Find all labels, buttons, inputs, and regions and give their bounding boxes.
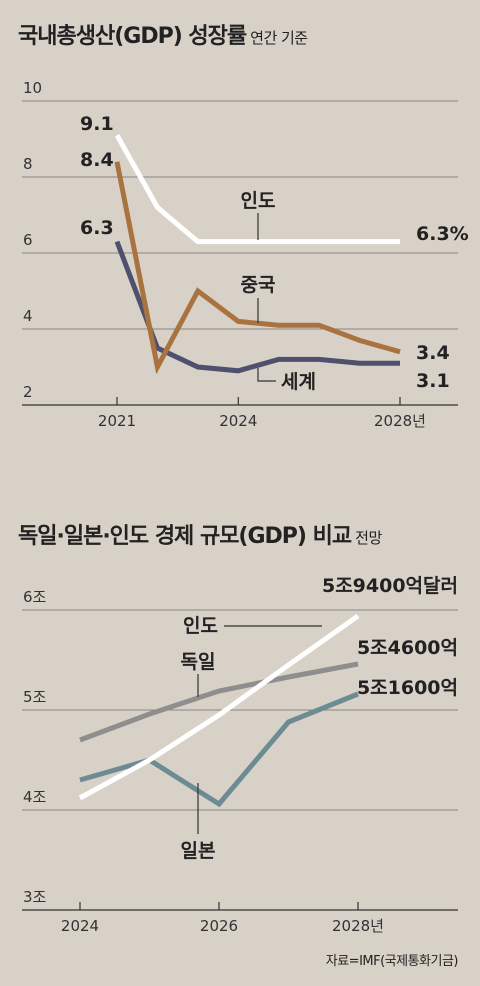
chart2-x-tick-label: 2026 — [200, 917, 238, 935]
chart1-y-tick-label: 6 — [23, 231, 33, 249]
chart1-end-label: 3.1 — [416, 370, 450, 392]
chart1-y-tick-label: 2 — [23, 383, 33, 401]
chart2-x-tick-label: 2024 — [61, 917, 99, 935]
chart1-x-tick-label: 2024 — [219, 412, 257, 430]
chart2-series-name-label: 독일 — [181, 651, 216, 673]
chart2-end-label: 5조1600억 — [357, 677, 458, 699]
chart2-series-line-1 — [79, 661, 359, 743]
chart1-title-text: 국내총생산(GDP) 성장률 — [18, 24, 247, 49]
chart2-y-tick-label: 5조 — [23, 688, 47, 706]
chart2-subtitle: 전망 — [355, 529, 382, 547]
chart1-plot: 2 4 6 8 10 2021 2024 2028년 9.1 6.3% 8.4 3.4 6.3 3.1 인도… — [22, 79, 469, 430]
chart1-series-name-label: 중국 — [241, 274, 276, 296]
chart2-x-tick-label: 2028년 — [332, 917, 384, 935]
chart2-end-label: 5조4600억 — [357, 637, 458, 659]
chart1-y-tick-label: 10 — [23, 79, 42, 97]
chart1-x-tick-label: 2021 — [98, 412, 136, 430]
chart2-end-label: 5조9400억달러 — [322, 575, 458, 597]
chart1-series-name-label: 세계 — [281, 371, 316, 393]
chart1-series-line-1 — [114, 161, 401, 375]
chart2-series-name-label: 인도 — [183, 615, 218, 637]
chart2-y-tick-label: 4조 — [23, 788, 47, 806]
chart1-start-label: 9.1 — [80, 113, 114, 135]
chart1-callout-line — [257, 368, 276, 382]
chart2-series-line-0 — [78, 613, 360, 801]
chart2-title-text: 독일·일본·인도 경제 규모(GDP) 비교 — [18, 524, 352, 549]
source-note: 자료=IMF(국제통화기금) — [325, 954, 459, 969]
chart1-x-tick-label: 2028년 — [374, 412, 426, 430]
chart1-series-line-0 — [114, 133, 400, 245]
chart1-y-tick-label: 8 — [23, 155, 33, 173]
chart1-start-label: 8.4 — [80, 149, 114, 171]
chart2-title: 독일·일본·인도 경제 규모(GDP) 비교 전망 — [18, 518, 382, 550]
chart2-y-tick-label: 3조 — [23, 888, 47, 906]
chart1-subtitle: 연간 기준 — [250, 29, 308, 47]
chart2-series-line-2 — [79, 691, 359, 808]
chart1-y-tick-label: 4 — [23, 307, 33, 325]
chart1-title: 국내총생산(GDP) 성장률 연간 기준 — [18, 18, 308, 50]
chart1-end-label: 6.3% — [416, 223, 469, 245]
chart1-series-name-label: 인도 — [241, 190, 276, 212]
chart1-end-label: 3.4 — [416, 342, 450, 364]
chart2-y-tick-label: 6조 — [23, 588, 47, 606]
chart1-start-label: 6.3 — [80, 217, 114, 239]
chart2-series-name-label: 일본 — [181, 840, 216, 862]
